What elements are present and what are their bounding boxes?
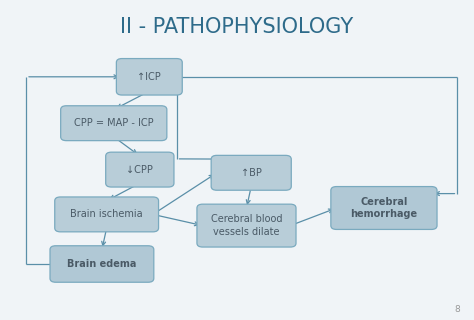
Text: ↓CPP: ↓CPP: [127, 164, 153, 175]
Text: Cerebral
hemorrhage: Cerebral hemorrhage: [350, 197, 418, 219]
FancyBboxPatch shape: [106, 152, 174, 187]
Text: II - PATHOPHYSIOLOGY: II - PATHOPHYSIOLOGY: [120, 17, 354, 37]
FancyBboxPatch shape: [331, 187, 437, 229]
Text: ↑BP: ↑BP: [241, 168, 262, 178]
FancyBboxPatch shape: [211, 156, 291, 190]
FancyBboxPatch shape: [117, 59, 182, 95]
FancyBboxPatch shape: [55, 197, 158, 232]
FancyBboxPatch shape: [61, 106, 167, 141]
Text: Brain ischemia: Brain ischemia: [70, 209, 143, 220]
Text: Brain edema: Brain edema: [67, 259, 137, 269]
Text: CPP = MAP - ICP: CPP = MAP - ICP: [74, 118, 154, 128]
FancyBboxPatch shape: [197, 204, 296, 247]
Text: ↑ICP: ↑ICP: [137, 72, 161, 82]
FancyBboxPatch shape: [50, 246, 154, 282]
Text: Cerebral blood
vessels dilate: Cerebral blood vessels dilate: [211, 214, 282, 237]
Text: 8: 8: [454, 305, 460, 314]
